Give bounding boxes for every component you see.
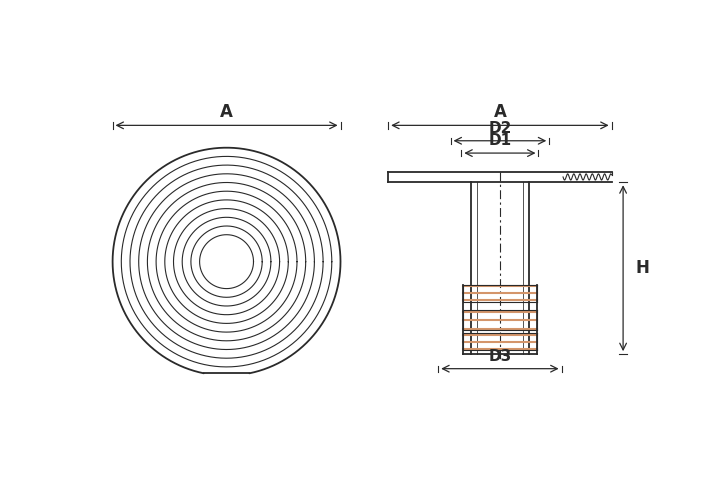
Text: D1: D1 <box>488 133 511 148</box>
Text: A: A <box>493 103 506 121</box>
Text: H: H <box>636 259 649 277</box>
Text: A: A <box>220 103 233 121</box>
Text: D3: D3 <box>488 349 511 364</box>
Text: D2: D2 <box>488 121 512 136</box>
